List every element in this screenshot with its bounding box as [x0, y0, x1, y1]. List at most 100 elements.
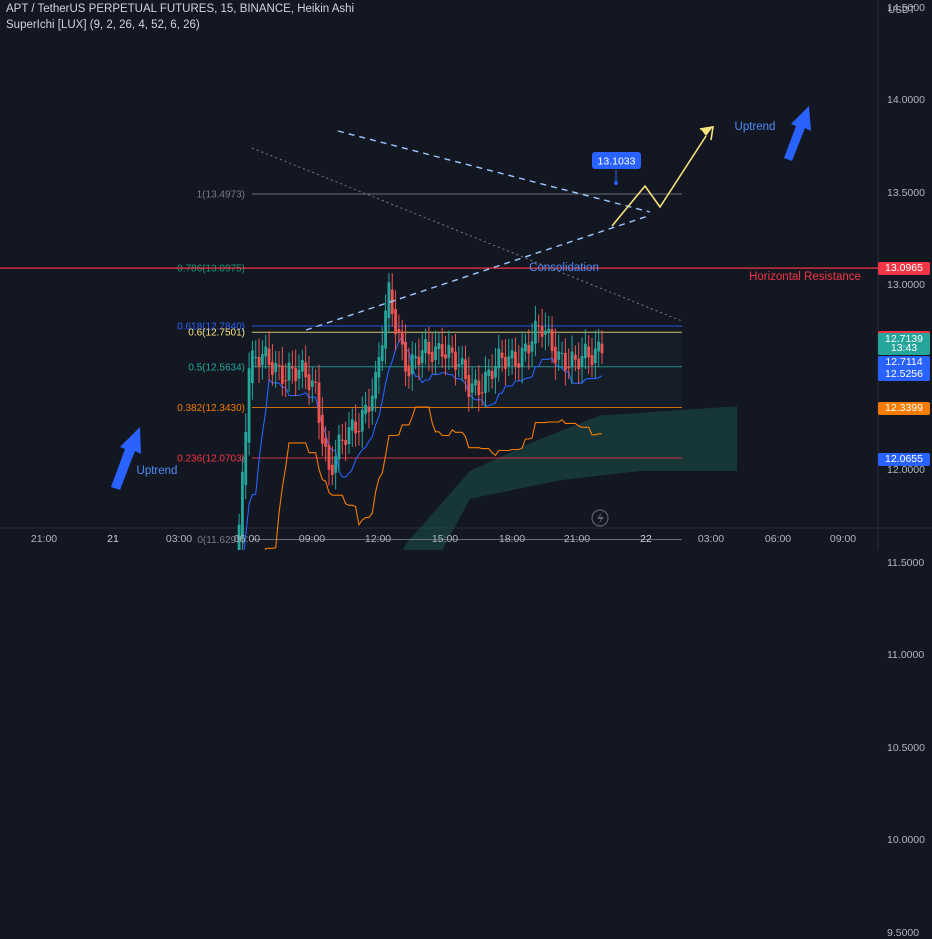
candle-body	[457, 364, 461, 367]
price-tag: 12.3399	[878, 402, 930, 416]
fib-level-label: 0.5(12.5634)	[188, 362, 245, 373]
candle-body	[494, 366, 497, 378]
candle-body	[410, 354, 414, 375]
candle-body	[254, 356, 258, 359]
time-tick-label: 03:00	[165, 533, 193, 545]
projection-arrow-tip	[699, 126, 714, 141]
candle-body	[294, 368, 298, 382]
fib-level-label: 0.618(12.7840)	[177, 321, 245, 332]
price-tick-label: 10.5000	[887, 741, 925, 754]
drawings[interactable]: 13.1033 Uptrend Uptrend Consolidation	[111, 106, 811, 527]
time-tick-label: 22	[640, 533, 652, 545]
candle-body	[414, 356, 417, 359]
price-tag: 13:43	[878, 341, 930, 355]
candle-body	[530, 341, 534, 352]
candle-body	[260, 354, 264, 366]
candle-body	[267, 348, 271, 365]
candle-body	[437, 342, 441, 350]
price-tick-label: 12.0000	[887, 464, 925, 476]
candle-body	[597, 341, 601, 352]
candle-body	[357, 430, 361, 433]
candle-body	[297, 369, 301, 379]
price-tick-label: 10.0000	[887, 834, 925, 846]
time-tick-label: 15:00	[431, 533, 459, 545]
candle-body	[524, 343, 527, 352]
candle-body	[534, 320, 537, 344]
candle-body	[477, 380, 481, 396]
time-tick-label: 18:00	[498, 533, 526, 545]
candle-body	[350, 419, 354, 431]
candle-body	[374, 372, 377, 399]
candle-body	[484, 371, 487, 393]
candle-body	[310, 380, 314, 387]
candle-body	[573, 354, 577, 360]
price-tag: 12.5256	[878, 367, 930, 381]
fib-level-label: 0.786(13.0975)	[177, 263, 245, 274]
candle-body	[380, 345, 384, 362]
candle-body	[367, 406, 371, 413]
candle-body	[537, 325, 541, 327]
time-tick-label: 09:00	[298, 533, 326, 545]
candle-body	[280, 365, 284, 384]
candle-body	[563, 352, 567, 371]
fib-zone	[252, 332, 682, 408]
price-chart[interactable]: 1.618(14.6515)1(13.4973)0.786(13.0975)0.…	[0, 0, 932, 550]
candle-body	[434, 346, 437, 360]
candle-body	[427, 341, 431, 355]
candle-body	[467, 375, 471, 398]
candle-body	[340, 439, 344, 441]
uptrend-arrow-icon	[111, 427, 141, 490]
candle-body	[567, 366, 571, 369]
candle-body	[480, 392, 484, 394]
candle-body	[257, 356, 261, 368]
uptrend-label: Uptrend	[735, 121, 776, 133]
candle-body	[247, 368, 251, 443]
uptrend-label: Uptrend	[137, 465, 178, 477]
candle-body	[337, 434, 341, 460]
fib-level-label: 0(11.6295)	[197, 535, 245, 546]
candle-body	[300, 360, 304, 372]
candle-body	[510, 350, 514, 359]
time-tick-label: 06:00	[233, 533, 261, 545]
horizontal-resistance-line[interactable]: Horizontal Resistance	[0, 267, 878, 283]
price-tick-label: 9.5000	[887, 926, 920, 939]
ichimoku-cloud	[403, 406, 737, 550]
candle-body	[454, 351, 457, 370]
fibonacci-retracement[interactable]: 1.618(14.6515)1(13.4973)0.786(13.0975)0.…	[177, 0, 682, 546]
candle-body	[360, 409, 364, 432]
callout-dot	[614, 181, 618, 185]
candle-body	[450, 347, 454, 353]
resistance-label: Horizontal Resistance	[749, 271, 861, 283]
candle-body	[580, 355, 584, 368]
candle-body	[400, 331, 404, 345]
descending-trendline	[337, 130, 651, 213]
candle-body	[284, 380, 288, 382]
symbol-title[interactable]: APT / TetherUS PERPETUAL FUTURES, 15, BI…	[6, 3, 355, 15]
candle-body	[557, 351, 561, 360]
projection-arrowhead	[700, 128, 712, 136]
candle-body	[270, 361, 274, 375]
candle-body	[320, 414, 324, 444]
candle-body	[490, 370, 494, 380]
candle-body	[593, 348, 597, 364]
consolidation-label: Consolidation	[529, 262, 599, 274]
candle-body	[330, 464, 334, 475]
fib-level-label: 0.382(12.3430)	[177, 403, 245, 414]
candle-body	[577, 358, 581, 370]
candle-body	[290, 366, 294, 369]
candle-body	[397, 329, 401, 332]
candle-body	[587, 346, 591, 358]
lightning-icon	[597, 512, 604, 525]
candle-body	[504, 356, 507, 369]
indicator-legend[interactable]: SuperIchi [LUX] (9, 2, 26, 4, 52, 6, 26)	[6, 19, 200, 31]
candle-body	[447, 344, 451, 358]
time-tick-label: 03:00	[697, 533, 725, 545]
candle-body	[543, 330, 547, 335]
candle-body	[244, 431, 248, 486]
candle-body	[264, 346, 268, 357]
fib-level-label: 0.6(12.7501)	[188, 328, 245, 339]
price-callout-box	[592, 152, 641, 169]
candle-body	[430, 351, 434, 362]
price-callout-label: 13.1033	[598, 156, 636, 168]
candle-body	[590, 355, 594, 366]
